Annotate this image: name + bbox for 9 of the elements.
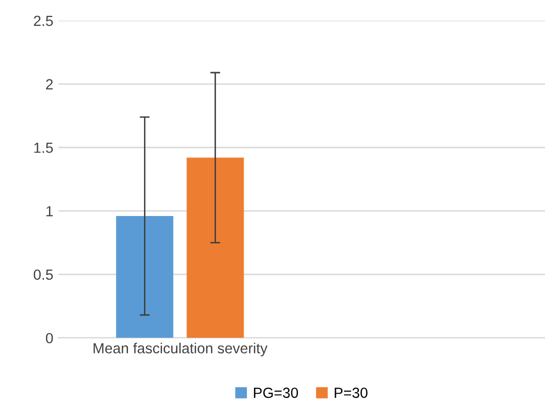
y-tick-label: 0 [46,332,53,344]
legend-label: PG=30 [254,388,298,398]
y-tick-label: 2 [46,79,53,90]
y-tick-label: 0.5 [34,269,53,280]
y-tick-label: 2.5 [34,16,53,26]
y-tick-label: 1.5 [34,142,53,153]
y-tick-label: 1 [46,206,53,216]
x-tick-label: Mean fasciculation severity [94,342,268,356]
legend-label: P=30 [334,388,368,398]
